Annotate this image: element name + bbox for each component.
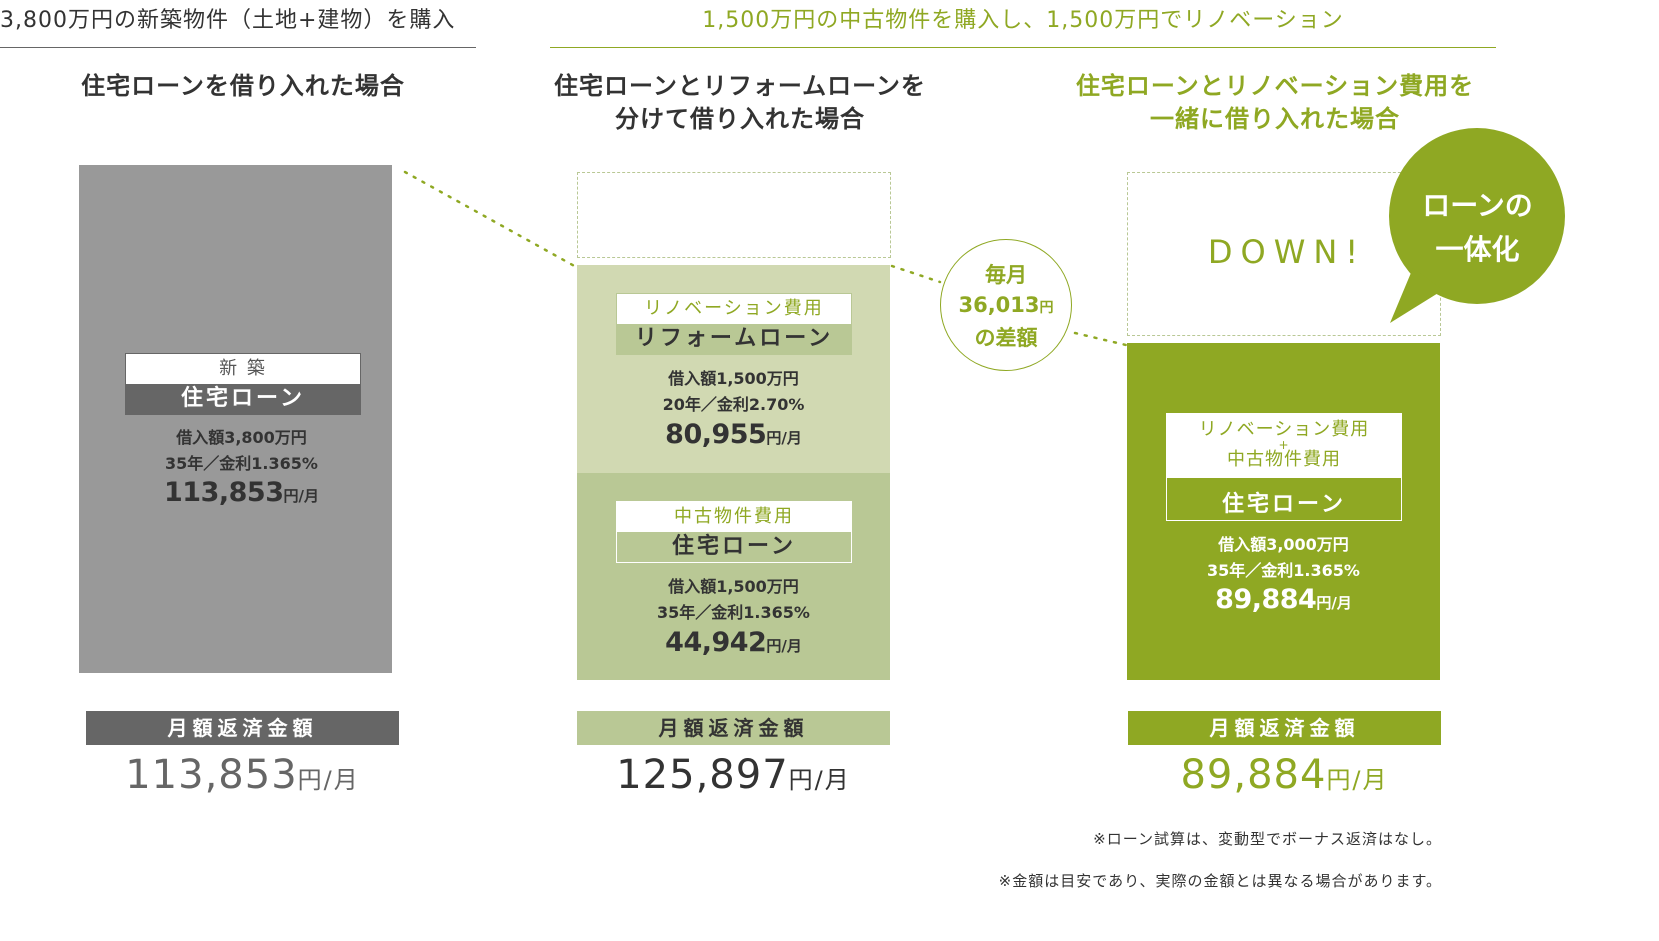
note-estimate: ※金額は目安であり、実際の金額とは異なる場合があります。: [998, 872, 1442, 890]
right-total-value: 89,884: [1180, 752, 1327, 798]
middle-total: 125,897円/月: [577, 752, 890, 798]
bubble-shape: [1389, 128, 1565, 323]
middle-reform-monthly-value: 80,955: [665, 419, 767, 450]
left-monthly-unit: 円/月: [283, 487, 319, 505]
right-loan-label-top: リノベーション費用 + 中古物件費用: [1167, 414, 1401, 478]
right-block: [1127, 343, 1440, 680]
left-total-unit: 円/月: [297, 766, 360, 794]
left-total: 113,853円/月: [86, 752, 399, 798]
down-label: DOWN!: [1207, 233, 1367, 271]
right-loan-label-bottom: 住宅ローン: [1222, 492, 1346, 517]
difference-line1: 毎月: [985, 263, 1027, 287]
right-subtitle: 住宅ローンとリノベーション費用を 一緒に借り入れた場合: [1070, 70, 1480, 136]
middle-subtitle-line1: 住宅ローンとリフォームローンを: [554, 72, 926, 100]
middle-housing-label: 中古物件費用 住宅ローン: [616, 501, 852, 563]
right-total-unit: 円/月: [1326, 766, 1389, 794]
right-loan-label-top2: 中古物件費用: [1227, 449, 1341, 470]
middle-subtitle: 住宅ローンとリフォームローンを 分けて借り入れた場合: [540, 70, 940, 136]
difference-amount-unit: 円: [1039, 300, 1054, 316]
connector-middle: [890, 264, 942, 284]
middle-subtitle-line2: 分けて借り入れた場合: [615, 105, 865, 133]
right-monthly: 89,884円/月: [1127, 584, 1440, 615]
right-details: 借入額3,000万円 35年／金利1.365%: [1127, 532, 1440, 584]
middle-reform-monthly: 80,955円/月: [577, 419, 890, 450]
bubble-line2: 一体化: [1435, 233, 1520, 266]
middle-housing-label-bottom: 住宅ローン: [617, 532, 851, 562]
middle-total-value: 125,897: [616, 752, 789, 798]
middle-dashed-box: [577, 172, 891, 258]
right-header: 1,500万円の中古物件を購入し、1,500万円でリノベーション: [702, 8, 1344, 33]
difference-amount-value: 36,013: [958, 293, 1040, 317]
difference-line3: の差額: [974, 326, 1038, 350]
bubble-line1: ローンの: [1422, 189, 1533, 222]
left-header: 3,800万円の新築物件（土地+建物）を購入: [0, 8, 456, 33]
difference-amount: 36,013円: [941, 290, 1071, 323]
note-calculation: ※ローン試算は、変動型でボーナス返済はなし。: [1093, 830, 1442, 848]
right-loan-label: リノベーション費用 + 中古物件費用 住宅ローン: [1166, 413, 1402, 521]
middle-housing-monthly-unit: 円/月: [766, 637, 802, 655]
right-monthly-label: 月額返済金額: [1128, 711, 1441, 745]
left-loan-label-top: 新 築: [126, 354, 360, 384]
right-header-rule: [550, 47, 1496, 48]
left-total-value: 113,853: [125, 752, 298, 798]
right-loan-label-plus: +: [1278, 438, 1290, 452]
connector-left: [403, 170, 580, 270]
middle-monthly-label: 月額返済金額: [577, 711, 890, 745]
middle-reform-label-top: リノベーション費用: [617, 294, 851, 324]
middle-housing-label-top: 中古物件費用: [617, 502, 851, 532]
right-subtitle-line1: 住宅ローンとリノベーション費用を: [1075, 72, 1475, 100]
right-monthly-value: 89,884: [1215, 584, 1317, 615]
middle-reform-detail-terms: 20年／金利2.70%: [662, 395, 805, 414]
left-monthly-value: 113,853: [164, 477, 284, 508]
middle-housing-monthly: 44,942円/月: [577, 627, 890, 658]
middle-reform-detail-amount: 借入額1,500万円: [668, 369, 799, 388]
middle-reform-monthly-unit: 円/月: [766, 429, 802, 447]
integration-bubble: ローンの 一体化: [1385, 184, 1570, 272]
left-monthly: 113,853円/月: [79, 477, 404, 508]
connector-right: [1073, 331, 1128, 347]
left-detail-amount: 借入額3,800万円: [176, 428, 307, 447]
monthly-difference-circle: 毎月 36,013円 の差額: [940, 239, 1072, 371]
left-loan-label-bottom: 住宅ローン: [126, 384, 360, 414]
right-detail-terms: 35年／金利1.365%: [1207, 561, 1360, 580]
left-details: 借入額3,800万円 35年／金利1.365%: [79, 425, 404, 477]
middle-reform-label: リノベーション費用 リフォームローン: [616, 293, 852, 355]
right-total: 89,884円/月: [1128, 752, 1441, 798]
middle-housing-details: 借入額1,500万円 35年／金利1.365%: [577, 574, 890, 626]
left-header-rule: [0, 47, 476, 48]
right-detail-amount: 借入額3,000万円: [1218, 535, 1349, 554]
left-loan-label: 新 築 住宅ローン: [125, 353, 361, 415]
right-subtitle-line2: 一緒に借り入れた場合: [1150, 105, 1400, 133]
left-block: [79, 165, 392, 673]
middle-housing-monthly-value: 44,942: [665, 627, 767, 658]
left-detail-terms: 35年／金利1.365%: [165, 454, 318, 473]
middle-housing-detail-amount: 借入額1,500万円: [668, 577, 799, 596]
left-subtitle: 住宅ローンを借り入れた場合: [81, 72, 405, 100]
right-loan-label-top1: リノベーション費用: [1198, 419, 1370, 440]
middle-total-unit: 円/月: [788, 766, 851, 794]
middle-reform-label-bottom: リフォームローン: [617, 324, 851, 354]
middle-housing-detail-terms: 35年／金利1.365%: [657, 603, 810, 622]
left-monthly-label: 月額返済金額: [86, 711, 399, 745]
right-monthly-unit: 円/月: [1316, 594, 1352, 612]
middle-reform-details: 借入額1,500万円 20年／金利2.70%: [577, 366, 890, 418]
